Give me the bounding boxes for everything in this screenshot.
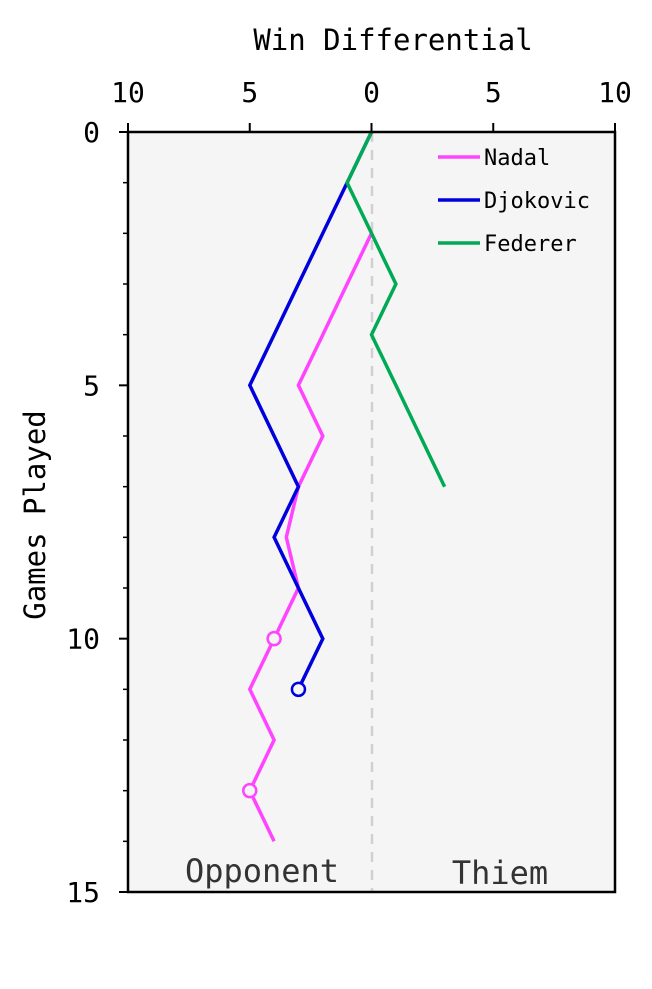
x-tick-label: 10 [598,76,632,109]
region-label-thiem: Thiem [452,854,548,892]
x-axis-title: Win Differential [253,23,532,57]
series-marker-nadal [242,782,258,799]
series-line-djokovic [247,131,374,691]
series-line-nadal [247,232,374,843]
legend-label-nadal: Nadal [484,146,550,171]
x-tick-label: 0 [363,76,380,109]
legend-label-djokovic: Djokovic [484,189,590,214]
series-line-federer [345,131,447,488]
region-label-opponent: Opponent [185,852,339,890]
y-ticks: 0 5 10 15 [66,116,128,909]
series-marker-djokovic [290,681,307,698]
x-tick-label: 5 [241,76,258,109]
x-ticks: 10 5 0 5 10 [111,76,632,132]
x-tick-label: 5 [485,76,502,109]
y-tick-label: 0 [83,116,100,149]
y-tick-label: 15 [66,876,100,909]
series-layer [242,131,447,843]
legend: Nadal Djokovic Federer [438,146,590,257]
series-marker-nadal [266,630,282,647]
y-tick-label: 10 [66,623,100,656]
x-tick-label: 10 [111,76,145,109]
y-tick-label: 5 [83,369,100,402]
legend-label-federer: Federer [484,232,577,257]
y-axis-title: Games Played [18,410,52,620]
